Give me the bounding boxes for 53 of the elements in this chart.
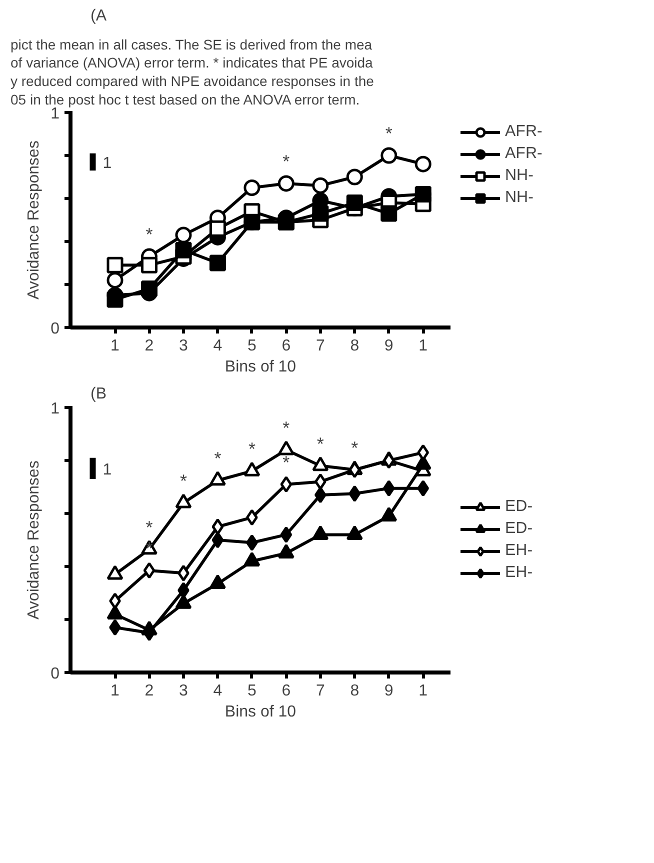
x-tick-label: 5 (247, 682, 256, 700)
legend-label: AFR- (505, 123, 542, 141)
chart-title: (B (90, 386, 106, 402)
y-axis-title: Avoidance Responses (26, 140, 43, 300)
annotation: * (146, 538, 153, 558)
x-tick-label: 6 (282, 682, 291, 700)
chart-title: (A (90, 8, 107, 24)
x-axis-title: Bins of 10 (224, 704, 296, 720)
x-axis-title: Bins of 10 (224, 358, 296, 376)
legend-label: ED- (505, 498, 533, 516)
x-tick-label: 7 (316, 338, 325, 354)
x-tick-label: 4 (213, 682, 222, 700)
x-tick-label: 9 (384, 682, 394, 700)
annotation: * (282, 452, 290, 472)
x-tick-label: 1 (418, 682, 428, 700)
legend-label: NH- (505, 167, 534, 185)
x-tick-label: 1 (110, 338, 120, 354)
x-tick-label: 2 (144, 682, 154, 700)
x-tick-label: 8 (350, 682, 360, 700)
y-tick-label: 1 (50, 400, 60, 418)
legend-label: EH- (505, 564, 533, 582)
x-tick-label: 8 (350, 338, 360, 354)
x-tick-label: 9 (384, 338, 394, 354)
annotation: * (146, 517, 153, 538)
y-tick-label: 0 (50, 666, 60, 682)
x-tick-label: 5 (247, 338, 256, 354)
annotation: * (146, 224, 153, 245)
x-tick-label: 4 (213, 338, 222, 354)
x-tick-label: 7 (316, 682, 325, 700)
legend-label: NH- (505, 189, 534, 207)
annotation: * (180, 470, 187, 491)
annotation: * (351, 438, 358, 458)
x-tick-label: 2 (144, 338, 154, 354)
x-tick-label: 1 (110, 682, 120, 700)
x-tick-label: 1 (418, 338, 428, 354)
chart-subtitle: pict the mean in all cases. The SE is derived from the mea of variance (ANOVA) error term. * indicates that PE avoida y reduced compared with NPE avoidance responses in the 05 in the post hoc t test based on the ANOVA error term. (10, 36, 374, 108)
y-tick-label: 0 (50, 320, 60, 338)
annotation: * (385, 124, 392, 144)
annotation: * (214, 448, 222, 468)
y-tick-label: 1 (50, 106, 60, 122)
y-axis-title: Avoidance Responses (26, 460, 43, 620)
legend-label: ED- (505, 520, 533, 538)
legend-label: AFR- (505, 145, 542, 163)
annotation: * (282, 418, 290, 438)
annotation: 1 (102, 461, 112, 478)
x-tick-label: 3 (179, 338, 188, 354)
x-tick-label: 3 (179, 682, 188, 700)
annotation: 1 (102, 154, 112, 172)
x-tick-label: 6 (282, 338, 291, 354)
annotation: * (282, 151, 290, 172)
annotation: * (316, 434, 324, 454)
annotation: * (248, 439, 256, 460)
legend-label: EH- (505, 542, 533, 560)
